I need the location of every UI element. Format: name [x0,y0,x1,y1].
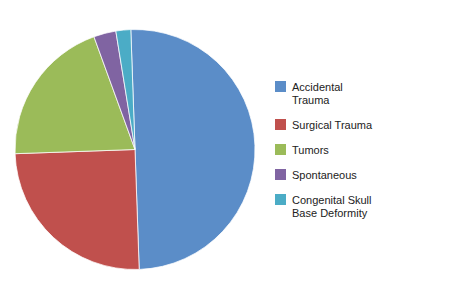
pie-slice [131,29,255,269]
pie-slice [116,30,135,150]
legend-label: Surgical Trauma [292,119,373,131]
legend-label-line: Spontaneous [292,169,357,181]
legend-label: Congenital SkullBase Deformity [292,194,372,219]
legend-item: Spontaneous [275,169,357,181]
legend-swatch [275,194,286,205]
legend-label: Spontaneous [292,169,357,181]
legend-swatch [275,169,286,180]
legend-item: Surgical Trauma [275,119,373,131]
legend-label: Tumors [292,144,329,156]
legend-label-line: Congenital Skull [292,194,372,206]
legend-swatch [275,119,286,130]
chart: AccidentalTrauma Surgical Trauma Tumors Spo… [0,0,474,299]
legend-label-line: Tumors [292,144,329,156]
legend-label-line: Base Deformity [292,207,368,219]
legend-item: Congenital SkullBase Deformity [275,194,372,219]
pie-slice [15,150,139,270]
pie [15,29,255,269]
legend-label-line: Surgical Trauma [292,119,373,131]
legend-item: Tumors [275,144,329,156]
legend-swatch [275,144,286,155]
legend-label-line: Trauma [292,94,330,106]
legend-swatch [275,81,286,92]
legend-label: AccidentalTrauma [292,81,343,106]
legend-label-line: Accidental [292,81,343,93]
legend-item: AccidentalTrauma [275,81,343,106]
legend: AccidentalTrauma Surgical Trauma Tumors Spo… [275,81,373,219]
